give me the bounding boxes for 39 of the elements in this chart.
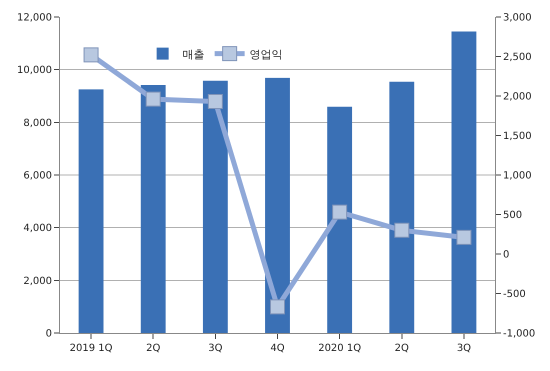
y-tick-label: 10,000 xyxy=(17,65,52,76)
x-tick-label: 2019 1Q xyxy=(70,343,113,354)
legend-label: 영업익 xyxy=(250,48,283,61)
point xyxy=(394,222,410,238)
x-tick-label: 4Q xyxy=(270,343,285,354)
y-tick-label: 0 xyxy=(46,328,52,340)
y-tick-label: 12,000 xyxy=(17,12,52,24)
y2-tick-label: 0 xyxy=(503,250,510,260)
y-tick-label: 2,000 xyxy=(23,276,52,287)
y2-tick-label: -500 xyxy=(503,289,526,300)
point xyxy=(208,94,223,110)
y-tick-label: 4,000 xyxy=(23,223,52,234)
x-tick-label: 2020 1Q xyxy=(318,343,362,354)
point xyxy=(270,299,285,314)
point xyxy=(146,92,161,107)
y2-tick-label: 2,000 xyxy=(503,92,532,102)
bar xyxy=(78,89,104,333)
bar xyxy=(452,31,476,333)
y2-tick-label: 2,500 xyxy=(503,52,532,63)
point xyxy=(456,230,472,245)
bar xyxy=(265,78,290,333)
y2-tick-label: 3,000 xyxy=(503,12,532,24)
x-tick-label: 3Q xyxy=(208,343,223,354)
bar xyxy=(389,82,414,333)
y-tick-label: 6,000 xyxy=(23,170,52,182)
legend-label: 매출 xyxy=(182,48,205,61)
y2-tick-label: 1,500 xyxy=(503,131,532,142)
y2-tick-label: 500 xyxy=(503,210,522,221)
y-tick-label: 8,000 xyxy=(23,118,52,129)
x-tick-label: 2Q xyxy=(394,343,410,354)
point xyxy=(84,47,99,62)
bar xyxy=(327,106,352,333)
y2-tick-label: -1,000 xyxy=(503,328,536,340)
bar xyxy=(140,84,166,333)
bar xyxy=(202,80,228,333)
x-tick-label: 2Q xyxy=(146,343,160,354)
point xyxy=(332,204,348,220)
x-tick-label: 3Q xyxy=(456,343,472,354)
y2-tick-label: 1,000 xyxy=(503,170,532,182)
